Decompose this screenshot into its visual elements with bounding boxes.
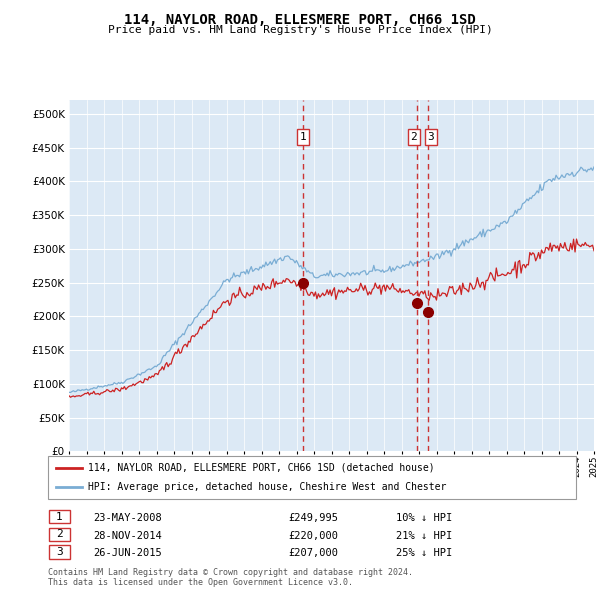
Text: 3: 3: [56, 547, 63, 557]
Text: Price paid vs. HM Land Registry's House Price Index (HPI): Price paid vs. HM Land Registry's House …: [107, 25, 493, 35]
FancyBboxPatch shape: [49, 527, 70, 541]
FancyBboxPatch shape: [48, 456, 576, 499]
Text: 25% ↓ HPI: 25% ↓ HPI: [396, 549, 452, 558]
Text: 2: 2: [410, 132, 418, 142]
Text: 10% ↓ HPI: 10% ↓ HPI: [396, 513, 452, 523]
Text: 23-MAY-2008: 23-MAY-2008: [93, 513, 162, 523]
Text: 2: 2: [56, 529, 63, 539]
FancyBboxPatch shape: [49, 545, 70, 559]
Text: 26-JUN-2015: 26-JUN-2015: [93, 549, 162, 558]
Text: 21% ↓ HPI: 21% ↓ HPI: [396, 531, 452, 540]
FancyBboxPatch shape: [49, 510, 70, 523]
Text: 3: 3: [428, 132, 434, 142]
Text: 1: 1: [300, 132, 307, 142]
Text: 1: 1: [56, 512, 63, 522]
Text: HPI: Average price, detached house, Cheshire West and Chester: HPI: Average price, detached house, Ches…: [88, 482, 446, 492]
Text: 114, NAYLOR ROAD, ELLESMERE PORT, CH66 1SD (detached house): 114, NAYLOR ROAD, ELLESMERE PORT, CH66 1…: [88, 463, 434, 473]
Text: £220,000: £220,000: [288, 531, 338, 540]
Text: £207,000: £207,000: [288, 549, 338, 558]
Text: £249,995: £249,995: [288, 513, 338, 523]
Text: 28-NOV-2014: 28-NOV-2014: [93, 531, 162, 540]
Text: Contains HM Land Registry data © Crown copyright and database right 2024.
This d: Contains HM Land Registry data © Crown c…: [48, 568, 413, 587]
Text: 114, NAYLOR ROAD, ELLESMERE PORT, CH66 1SD: 114, NAYLOR ROAD, ELLESMERE PORT, CH66 1…: [124, 13, 476, 27]
